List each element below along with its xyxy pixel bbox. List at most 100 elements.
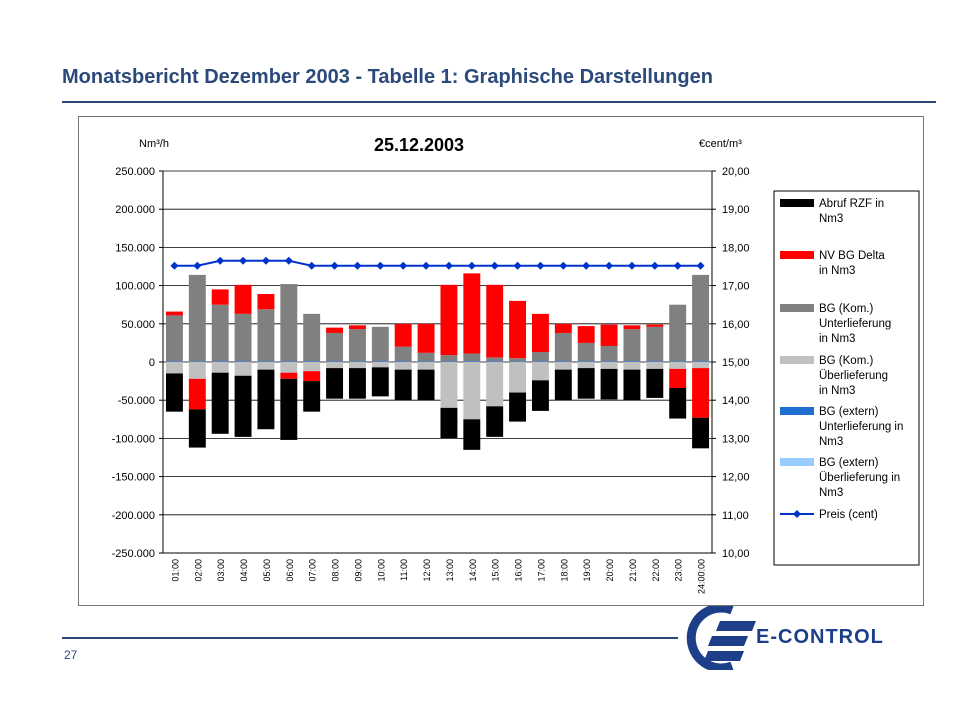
legend-swatch — [780, 356, 814, 364]
x-tick-label: 14:00 — [468, 559, 478, 582]
price-point — [673, 261, 682, 270]
y-tick-label-right: 12,00 — [722, 472, 750, 484]
x-tick-label: 22:00 — [651, 559, 661, 582]
bar-bg-extern-unterlieferung — [623, 361, 641, 362]
bar-abruf-rzf — [509, 392, 527, 422]
bar-nv-bg-delta — [669, 368, 687, 388]
bar-nv-bg-delta — [600, 324, 618, 346]
price-point — [239, 256, 248, 265]
bar-bg-kom-unterlieferung — [646, 326, 664, 362]
legend-label: Preis (cent) — [819, 509, 878, 521]
legend-label: BG (Kom.) Unterlieferung in Nm3 — [819, 303, 891, 345]
bar-abruf-rzf — [623, 369, 641, 401]
legend: Abruf RZF in Nm3 NV BG Delta in Nm3 BG (Kom.… — [773, 190, 920, 566]
bar-nv-bg-delta — [509, 300, 527, 359]
legend-label: BG (extern) Unterlieferung in Nm3 — [819, 406, 903, 448]
y-tick-label-right: 18,00 — [722, 242, 750, 254]
y-tick-label-left: -100.000 — [112, 433, 155, 445]
bar-bg-extern-unterlieferung — [463, 361, 481, 362]
bar-bg-kom-unterlieferung — [486, 357, 504, 362]
bar-bg-extern-unterlieferung — [509, 361, 527, 362]
price-point — [170, 261, 179, 270]
x-tick-label: 19:00 — [582, 559, 592, 582]
legend-label: BG (Kom.) Überlieferung in Nm3 — [819, 355, 888, 397]
bar-bg-extern-unterlieferung — [280, 361, 298, 362]
bar-bg-kom-unterlieferung — [234, 313, 252, 362]
bar-bg-extern-unterlieferung — [440, 361, 458, 362]
bar-bg-kom-unterlieferung — [165, 315, 183, 362]
price-point — [650, 261, 659, 270]
y-tick-label-left: 50.000 — [121, 319, 155, 331]
y-tick-label-right: 11,00 — [722, 510, 749, 522]
x-tick-label: 12:00 — [422, 559, 432, 582]
price-point — [490, 261, 499, 270]
bar-bg-kom-unterlieferung — [394, 346, 412, 362]
bar-nv-bg-delta — [188, 378, 206, 410]
bar-abruf-rzf — [600, 368, 618, 400]
bar-bg-extern-unterlieferung — [486, 361, 504, 362]
bar-bg-extern-unterlieferung — [348, 361, 366, 362]
price-point — [216, 256, 225, 265]
bar-bg-extern-unterlieferung — [234, 361, 252, 362]
price-point — [399, 261, 408, 270]
x-tick-label: 07:00 — [308, 559, 318, 582]
y-tick-label-left: 150.000 — [115, 242, 155, 254]
bar-nv-bg-delta — [257, 294, 275, 310]
y-tick-label-right: 10,00 — [722, 548, 750, 560]
price-point — [536, 261, 545, 270]
legend-swatch — [780, 407, 814, 415]
bar-abruf-rzf — [326, 368, 344, 399]
bar-bg-kom-unterlieferung — [554, 332, 572, 362]
bar-bg-kom-ueberlieferung — [348, 362, 366, 369]
bar-abruf-rzf — [211, 372, 229, 434]
bar-nv-bg-delta — [394, 323, 412, 347]
price-point — [444, 261, 453, 270]
x-tick-label: 11:00 — [399, 559, 409, 581]
bar-bg-kom-ueberlieferung — [303, 362, 321, 372]
bar-bg-kom-unterlieferung — [280, 284, 298, 362]
bar-nv-bg-delta — [280, 372, 298, 379]
x-tick-label: 21:00 — [628, 559, 638, 582]
bar-bg-extern-unterlieferung — [600, 361, 618, 362]
x-tick-label: 08:00 — [331, 559, 341, 582]
y-tick-label-left: -50.000 — [118, 395, 155, 407]
bar-bg-extern-unterlieferung — [531, 361, 549, 362]
bar-abruf-rzf — [646, 368, 664, 398]
bar-bg-kom-ueberlieferung — [188, 362, 206, 379]
bar-nv-bg-delta — [692, 368, 710, 418]
bar-bg-kom-ueberlieferung — [531, 362, 549, 381]
y-tick-label-left: 250.000 — [115, 166, 155, 178]
y-tick-label-right: 17,00 — [722, 281, 750, 293]
y-tick-label-right: 16,00 — [722, 319, 750, 331]
bar-nv-bg-delta — [463, 273, 481, 354]
bar-bg-kom-ueberlieferung — [486, 362, 504, 407]
bar-bg-kom-unterlieferung — [509, 358, 527, 362]
y-tick-label-right: 13,00 — [722, 433, 750, 445]
bar-abruf-rzf — [371, 367, 389, 397]
bar-bg-extern-unterlieferung — [554, 361, 572, 362]
page-number: 27 — [64, 648, 78, 662]
bar-nv-bg-delta — [646, 324, 664, 327]
bar-bg-kom-unterlieferung — [371, 326, 389, 362]
bar-bg-kom-unterlieferung — [669, 304, 687, 362]
bar-bg-kom-unterlieferung — [692, 274, 710, 362]
bar-bg-kom-ueberlieferung — [692, 362, 710, 369]
bar-nv-bg-delta — [486, 284, 504, 358]
price-point — [330, 261, 339, 270]
legend-swatch — [780, 458, 814, 466]
bar-bg-kom-unterlieferung — [211, 304, 229, 362]
bar-abruf-rzf — [669, 387, 687, 419]
bar-bg-extern-unterlieferung — [577, 361, 595, 362]
y-tick-label-left: -200.000 — [112, 510, 155, 522]
bar-nv-bg-delta — [577, 326, 595, 343]
bar-abruf-rzf — [348, 368, 366, 399]
bar-nv-bg-delta — [211, 289, 229, 305]
bar-bg-extern-unterlieferung — [417, 361, 435, 362]
bar-abruf-rzf — [165, 373, 183, 412]
bar-bg-kom-ueberlieferung — [577, 362, 595, 369]
bar-bg-extern-unterlieferung — [211, 361, 229, 362]
x-tick-label: 02:00 — [193, 559, 203, 582]
y-tick-label-left: -250.000 — [112, 548, 155, 560]
bar-bg-kom-unterlieferung — [600, 345, 618, 362]
bar-bg-extern-unterlieferung — [692, 361, 710, 362]
